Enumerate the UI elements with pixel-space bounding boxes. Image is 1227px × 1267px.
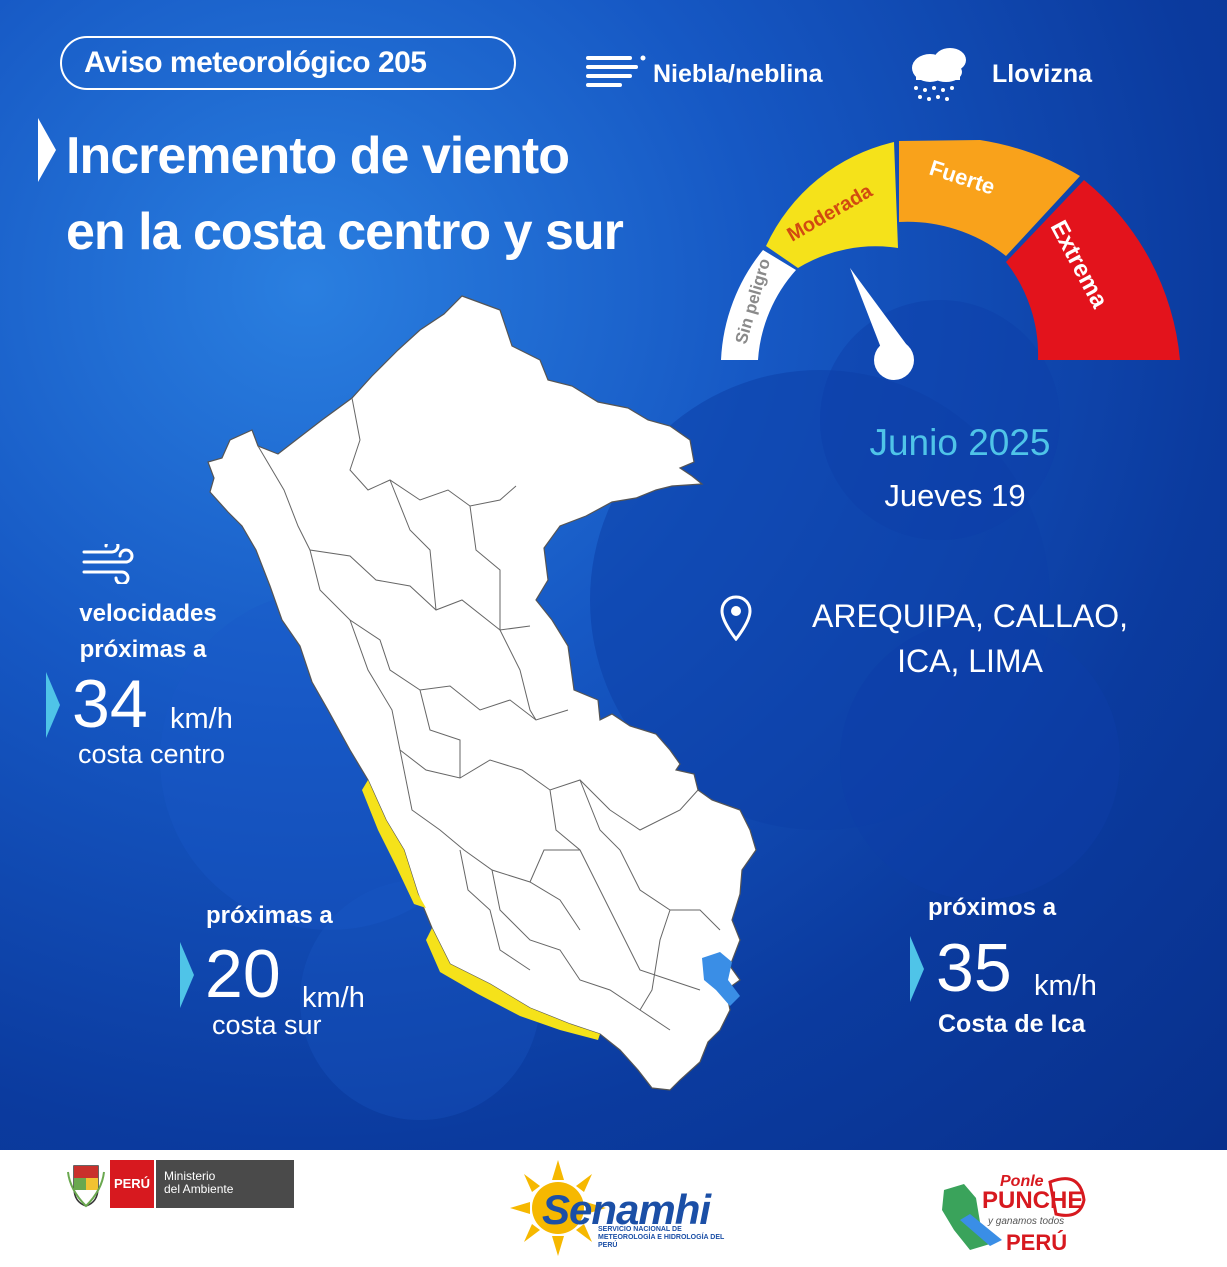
warning-poster: Aviso meteorológico 205 Niebla/neblina L… xyxy=(0,0,1227,1150)
ministry-brand: Ministerio del Ambiente xyxy=(156,1160,294,1208)
sur-speed-unit: km/h xyxy=(302,982,365,1014)
ponle-punche-logo: Ponle PUNCHE y ganamos todos PERÚ xyxy=(942,1173,1086,1255)
title-line-2: en la costa centro y sur xyxy=(66,203,624,261)
svg-text:y ganamos todos: y ganamos todos xyxy=(987,1216,1064,1227)
peru-map xyxy=(207,295,757,1091)
gauge-segment-fuerte xyxy=(899,140,1080,256)
date-month: Junio 2025 xyxy=(869,422,1051,463)
centro-zone: costa centro xyxy=(78,739,226,769)
gauge-segment-extrema xyxy=(1006,180,1180,360)
gauge-needle-hub xyxy=(874,340,914,380)
location-pin-icon xyxy=(720,595,752,641)
hazard-gauge: Sin peligro Moderada Fuerte Extrema xyxy=(721,140,1180,380)
sur-zone: costa sur xyxy=(212,1010,322,1040)
centro-marker-icon xyxy=(46,672,60,738)
title-line-1: Incremento de viento xyxy=(66,127,570,185)
coast-warning-band-sur xyxy=(426,928,600,1040)
ica-speed-value: 35 xyxy=(936,930,1012,1006)
ica-speed-unit: km/h xyxy=(1034,970,1097,1002)
centro-label-2: próximas a xyxy=(79,636,207,663)
sur-marker-icon xyxy=(180,942,194,1008)
wind-icon xyxy=(82,544,134,584)
coast-warning-band-centro xyxy=(362,780,426,908)
svg-text:PUNCHE: PUNCHE xyxy=(982,1187,1083,1214)
senamhi-logo-text: Senamhi xyxy=(542,1186,711,1233)
svg-text:Ponle: Ponle xyxy=(1000,1173,1044,1190)
regions-line-2: ICA, LIMA xyxy=(897,643,1043,679)
bulletin-badge: Aviso meteorológico 205 xyxy=(60,36,516,90)
sur-label: próximas a xyxy=(206,902,333,929)
gauge-segment-sin-peligro xyxy=(721,250,796,360)
ministry-line-1: Ministerio xyxy=(164,1169,216,1183)
peru-territory xyxy=(207,295,757,1091)
gauge-segment-moderada xyxy=(766,142,898,268)
peru-brand: PERÚ xyxy=(110,1160,154,1208)
legend-drizzle-label: Llovizna xyxy=(992,60,1093,88)
centro-speed-unit: km/h xyxy=(170,703,233,735)
legend-fog-label: Niebla/neblina xyxy=(653,60,823,88)
title-arrow-icon xyxy=(38,118,56,182)
date-day: Jueves 19 xyxy=(884,478,1026,513)
ica-label: próximos a xyxy=(928,894,1057,921)
regions-line-1: AREQUIPA, CALLAO, xyxy=(812,598,1128,634)
page-title: Incremento de viento en la costa centro … xyxy=(38,118,624,270)
ica-marker-icon xyxy=(910,936,924,1002)
ica-zone: Costa de Ica xyxy=(938,1010,1086,1038)
senamhi-sun-icon xyxy=(510,1160,606,1256)
centro-speed-value: 34 xyxy=(72,666,148,742)
ministry-line-2: del Ambiente xyxy=(164,1182,234,1196)
lake-titicaca xyxy=(702,952,740,1006)
fog-icon xyxy=(586,55,646,87)
svg-text:PERÚ: PERÚ xyxy=(1006,1230,1067,1255)
drizzle-icon xyxy=(912,48,966,101)
sur-speed-value: 20 xyxy=(205,936,281,1012)
affected-regions: AREQUIPA, CALLAO, ICA, LIMA xyxy=(780,594,1160,684)
senamhi-subtitle: SERVICIO NACIONAL DE METEOROLOGÍA E HIDR… xyxy=(598,1226,725,1249)
centro-label-1: velocidades xyxy=(79,600,217,627)
peru-coat-of-arms-icon xyxy=(67,1165,105,1208)
